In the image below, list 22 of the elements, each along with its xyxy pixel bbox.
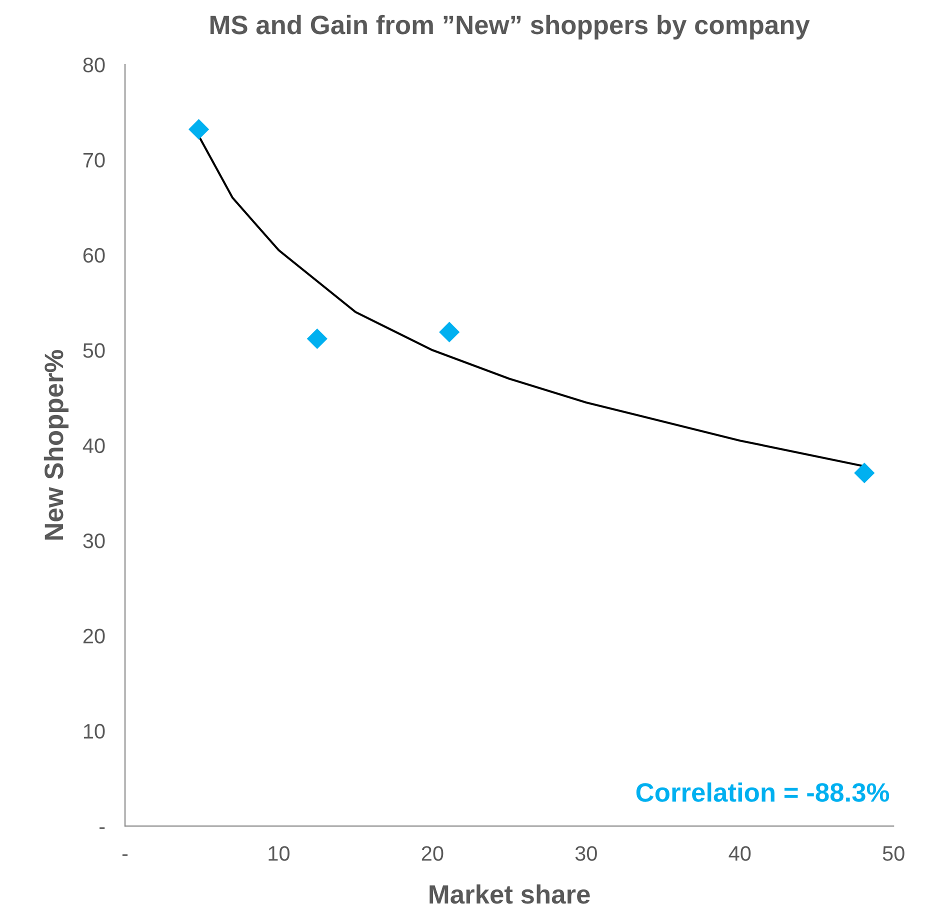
- x-axis-title: Market share: [430, 884, 590, 904]
- y-tick-label: 70: [83, 152, 105, 168]
- y-tick-label: 30: [83, 534, 105, 548]
- x-tick-label: 20: [422, 846, 444, 861]
- y-tick-label: -: [100, 827, 105, 829]
- y-tick-label: 60: [83, 248, 105, 263]
- point: [306, 328, 328, 350]
- chart-title: MS and Gain from ”New” shoppers by company: [210, 14, 810, 40]
- y-tick-label: 40: [82, 438, 105, 454]
- x-tick-label: 10: [268, 846, 290, 861]
- x-tick-label: 50: [882, 846, 904, 861]
- x-tick-label: 40: [728, 846, 751, 861]
- point: [854, 462, 875, 484]
- y-tick-label: 50: [83, 343, 105, 358]
- point: [188, 119, 210, 140]
- x-tick-label: 30: [575, 846, 597, 861]
- point: [439, 322, 460, 342]
- y-tick-label: 10: [84, 724, 105, 739]
- y-axis-title: New Shopper%: [44, 350, 69, 540]
- y-tick-label: 80: [83, 58, 105, 72]
- y-tick-label: 20: [83, 628, 105, 644]
- annotation: Correlation = -88.3%: [636, 782, 890, 802]
